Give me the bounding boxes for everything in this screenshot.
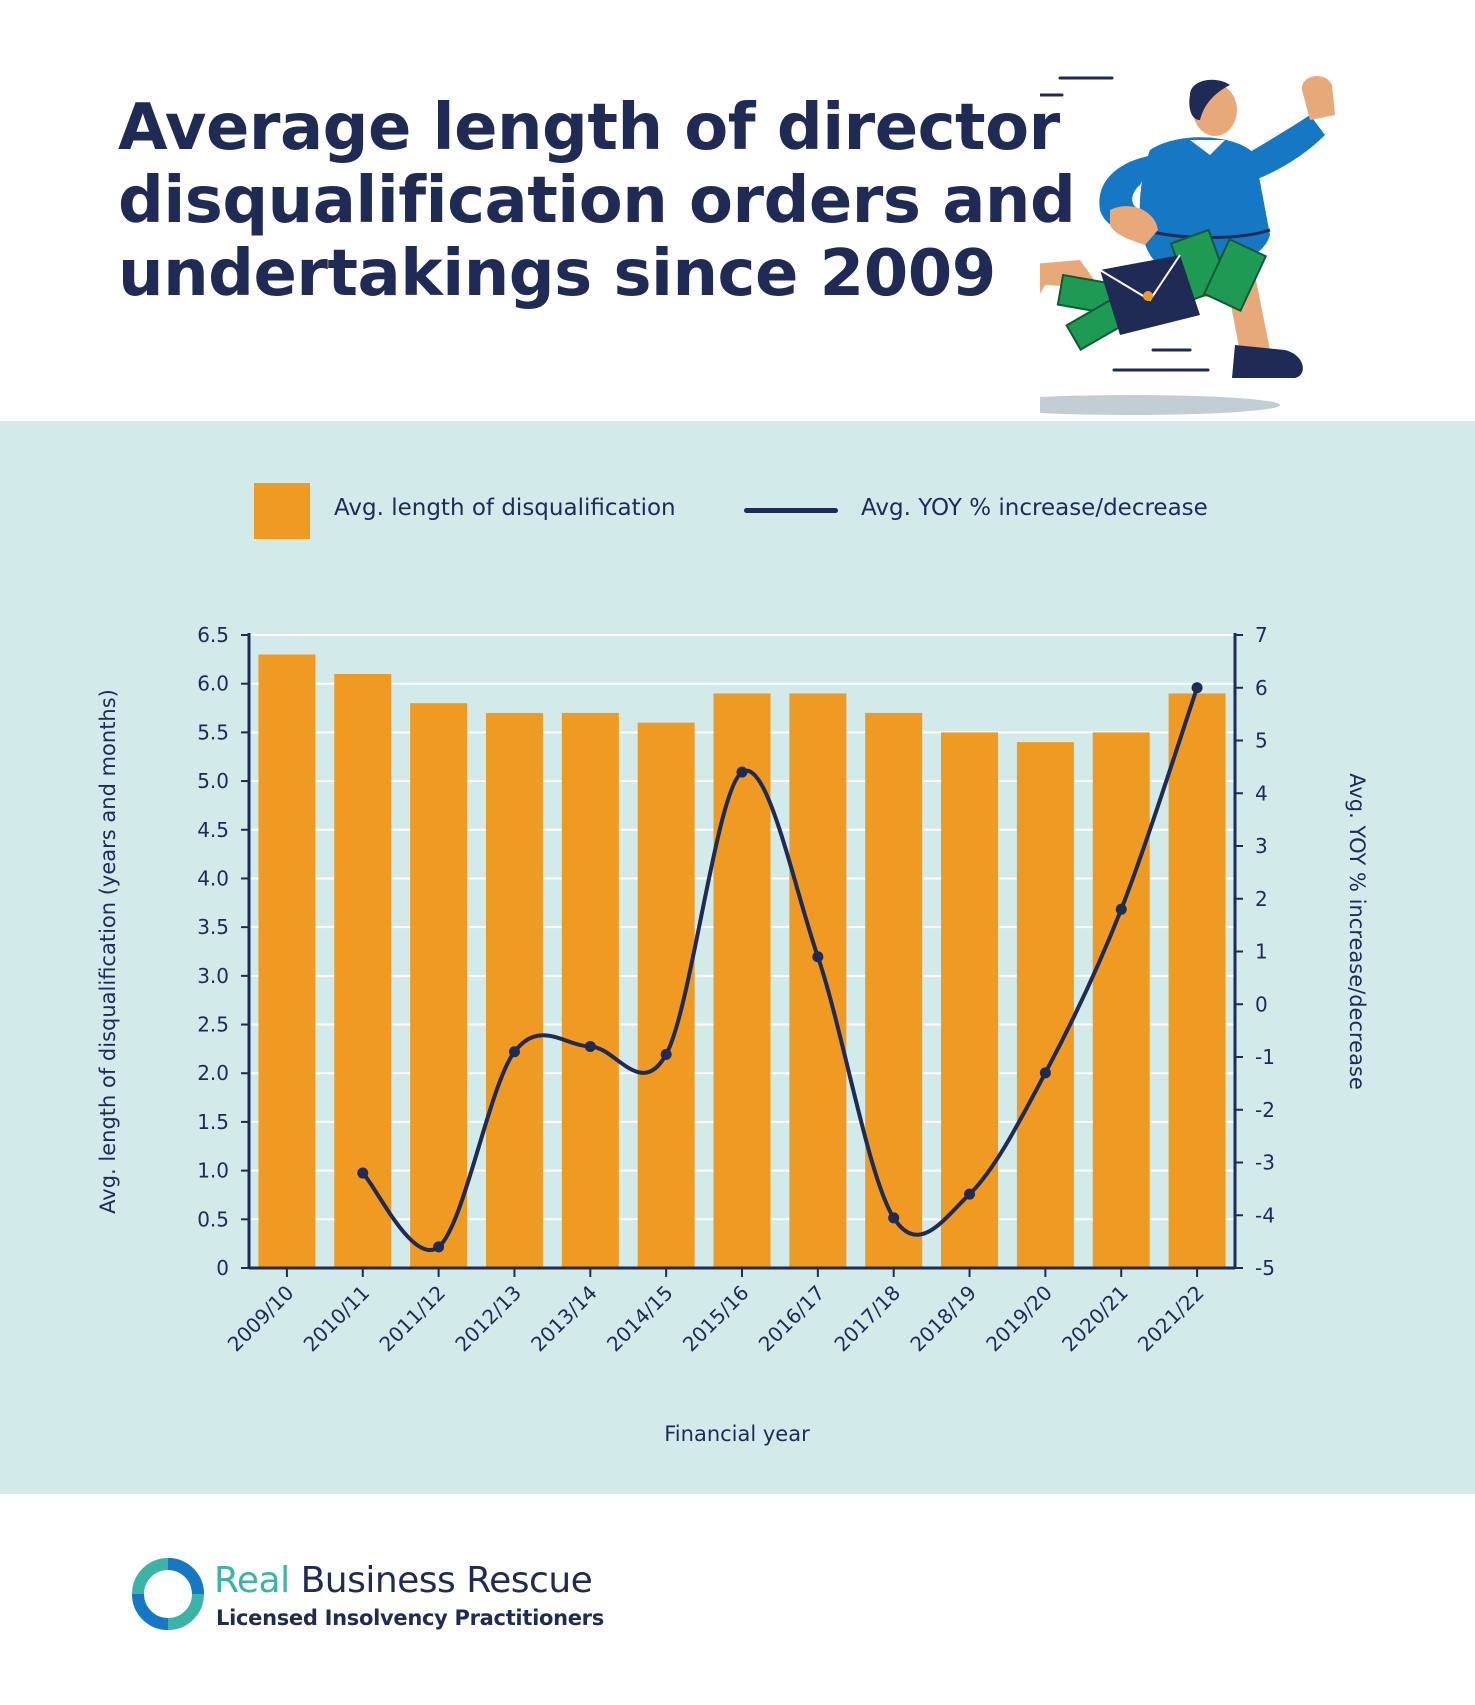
brand-subtitle: Licensed Insolvency Practitioners (216, 1606, 604, 1630)
y-tick-label: 1.0 (197, 1159, 229, 1183)
y2-tick-label: 3 (1255, 834, 1268, 858)
bar (865, 712, 923, 1268)
y-tick-label: 2.5 (197, 1013, 229, 1037)
brand-name-rest: Business Rescue (300, 1560, 593, 1601)
y-tick-label: 6.5 (197, 623, 229, 647)
line-point (1115, 903, 1127, 915)
legend-line-label: Avg. YOY % increase/decrease (861, 495, 1208, 521)
y-tick-label: 5.0 (197, 769, 229, 793)
bar (258, 654, 316, 1268)
y-axis-title: Avg. length of disqualification (years a… (96, 689, 120, 1214)
y-tick-label: 3.5 (197, 915, 229, 939)
x-tick-label: 2012/13 (450, 1281, 526, 1357)
bar (485, 712, 543, 1268)
x-tick-label: 2011/12 (374, 1281, 450, 1357)
legend-bar-label: Avg. length of disqualification (334, 495, 676, 521)
x-tick-label: 2016/17 (754, 1281, 830, 1357)
brand: Real Business Rescue Licensed Insolvency… (130, 1556, 650, 1636)
line-point (888, 1212, 900, 1224)
chart-legend: Avg. length of disqualification Avg. YOY… (0, 421, 1475, 541)
x-tick-label: 2020/21 (1057, 1281, 1133, 1357)
legend-line-swatch (744, 508, 838, 513)
x-tick-label: 2018/19 (905, 1281, 981, 1357)
bar (561, 712, 619, 1268)
y2-tick-label: -3 (1255, 1151, 1275, 1175)
bar (1168, 693, 1226, 1268)
y2-tick-label: 1 (1255, 940, 1268, 964)
line-point (660, 1048, 672, 1060)
y2-tick-label: 4 (1255, 781, 1268, 805)
y-tick-label: 5.5 (197, 720, 229, 744)
line-point (357, 1167, 369, 1179)
y-tick-label: 0 (216, 1256, 229, 1280)
combo-chart: 0 0.5 1.0 1.5 2.0 2.5 3.0 3.5 4.0 4.5 5.0 5.5 6.0 6.5… (96, 623, 1369, 1446)
y2-tick-label: -2 (1255, 1098, 1275, 1122)
title-line: Average length of director (118, 91, 1060, 165)
x-tick-label: 2015/16 (678, 1281, 754, 1357)
y2-axis-title: Avg. YOY % increase/decrease (1345, 773, 1369, 1090)
line-point (964, 1188, 976, 1200)
y-tick-label: 1.5 (197, 1110, 229, 1134)
bar (713, 693, 771, 1268)
brand-name: Real Business Rescue (214, 1560, 593, 1601)
y2-tick-label: 5 (1255, 729, 1268, 753)
bar (1092, 732, 1150, 1268)
y2-tick-label: 0 (1255, 992, 1268, 1016)
line-point (1191, 682, 1203, 694)
footer: Real Business Rescue Licensed Insolvency… (0, 1494, 1475, 1705)
title-line: undertakings since 2009 (118, 237, 996, 311)
brand-name-first: Real (214, 1560, 290, 1601)
y2-tick-label: -5 (1255, 1256, 1275, 1280)
x-tick-label: 2017/18 (830, 1281, 906, 1357)
x-tick-label: 2010/11 (299, 1281, 375, 1357)
brand-logo-icon (132, 1558, 204, 1630)
y2-tick-label: 6 (1255, 676, 1268, 700)
y2-tick-label: -4 (1255, 1203, 1275, 1227)
bar (410, 703, 468, 1268)
bar (789, 693, 847, 1268)
header: Average length of director disqualificat… (0, 0, 1475, 421)
title-line: disqualification orders and (118, 164, 1076, 238)
x-tick-label: 2021/22 (1133, 1281, 1209, 1357)
line-point (508, 1046, 520, 1058)
legend-bar-swatch (254, 483, 310, 539)
running-businessperson-illustration (1040, 75, 1335, 415)
y-tick-label: 3.0 (197, 964, 229, 988)
x-tick-label: 2019/20 (981, 1281, 1057, 1357)
x-axis-title: Financial year (664, 1422, 810, 1446)
line-point (812, 951, 824, 963)
y-tick-label: 0.5 (197, 1207, 229, 1231)
y2-tick-label: 2 (1255, 887, 1268, 911)
line-point (584, 1040, 596, 1052)
line-point (736, 766, 748, 778)
page-title: Average length of director disqualificat… (118, 92, 1078, 311)
y2-tick-label: -1 (1255, 1045, 1275, 1069)
bar (334, 673, 392, 1268)
y-tick-label: 4.0 (197, 866, 229, 890)
x-tick-label: 2013/14 (526, 1281, 602, 1357)
bar (1016, 742, 1074, 1268)
line-point (433, 1241, 445, 1253)
y-tick-label: 6.0 (197, 672, 229, 696)
y2-tick-label: 7 (1255, 623, 1268, 647)
bar (941, 732, 999, 1268)
x-tick-label: 2014/15 (602, 1281, 678, 1357)
y-tick-label: 2.0 (197, 1061, 229, 1085)
x-tick-label: 2009/10 (223, 1281, 299, 1357)
line-point (1039, 1067, 1051, 1079)
y-tick-label: 4.5 (197, 818, 229, 842)
